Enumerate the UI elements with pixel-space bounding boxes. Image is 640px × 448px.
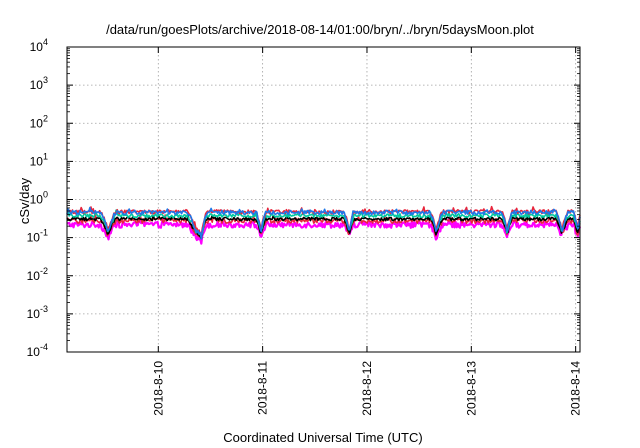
- y-tick-label: 10-1: [27, 228, 48, 245]
- x-tick-label: 2018-8-12: [360, 361, 374, 416]
- y-tick-label: 10-3: [27, 304, 48, 321]
- chart-title: /data/run/goesPlots/archive/2018-08-14/0…: [106, 22, 534, 37]
- y-tick-label: 100: [30, 190, 48, 207]
- series-line: [66, 216, 582, 245]
- axis-ticks: 10-4 10-3 10-2 10-1 100 101 102 103 104 2018-8-10…: [27, 37, 583, 416]
- x-tick-label: 2018-8-14: [569, 361, 583, 416]
- y-tick-label: 10-2: [27, 266, 48, 283]
- x-tick-label: 2018-8-10: [151, 361, 165, 416]
- y-tick-label: 101: [30, 151, 48, 168]
- y-axis-title: cSv/day: [17, 177, 32, 224]
- series-line: [66, 206, 581, 240]
- y-tick-label: 102: [30, 113, 48, 130]
- y-tick-label: 10-4: [27, 342, 48, 359]
- grid-lines: [67, 47, 580, 352]
- y-tick-label: 104: [30, 37, 48, 54]
- x-axis-title: Coordinated Universal Time (UTC): [223, 430, 422, 445]
- x-tick-label: 2018-8-11: [256, 361, 270, 415]
- series-lines: [66, 205, 582, 245]
- y-tick-label: 103: [30, 75, 48, 92]
- series-line: [66, 214, 581, 240]
- x-tick-label: 2018-8-13: [464, 361, 478, 416]
- series-line: [66, 209, 581, 237]
